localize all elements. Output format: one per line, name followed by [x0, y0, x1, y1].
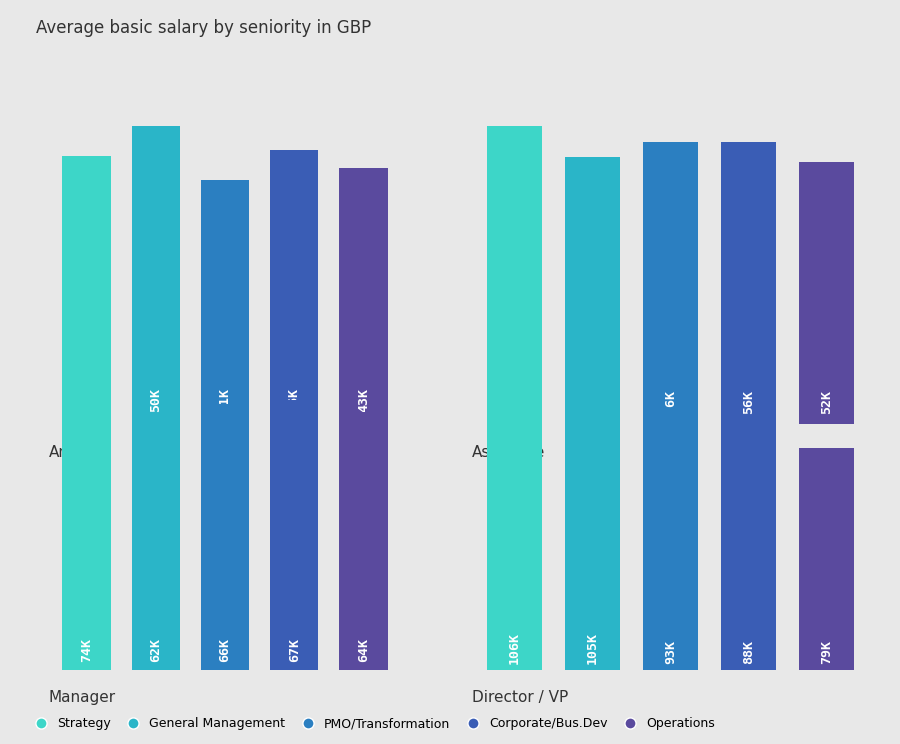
- Text: 50K: 50K: [149, 388, 162, 412]
- Bar: [565, 157, 620, 424]
- Legend: Strategy, General Management, PMO/Transformation, Corporate/Bus.Dev, Operations: Strategy, General Management, PMO/Transf…: [24, 713, 719, 734]
- Text: 41K: 41K: [219, 388, 231, 412]
- Text: 46K: 46K: [288, 388, 301, 412]
- Text: Manager: Manager: [49, 690, 116, 705]
- Text: 56K: 56K: [742, 390, 755, 414]
- Bar: [270, 400, 319, 670]
- Text: 106K: 106K: [508, 632, 521, 664]
- Bar: [644, 408, 698, 670]
- Text: 79K: 79K: [820, 640, 832, 664]
- Bar: [721, 423, 776, 670]
- Text: 105K: 105K: [586, 632, 599, 664]
- Bar: [799, 448, 853, 670]
- Text: Average basic salary by seniority in GBP: Average basic salary by seniority in GBP: [36, 19, 371, 36]
- Bar: [62, 372, 111, 670]
- Bar: [131, 126, 180, 424]
- Text: Associate: Associate: [472, 445, 545, 460]
- Bar: [131, 420, 180, 670]
- Bar: [62, 156, 111, 424]
- Bar: [799, 161, 853, 424]
- Bar: [201, 404, 249, 670]
- Text: 53K: 53K: [586, 390, 599, 414]
- Bar: [488, 126, 542, 424]
- Bar: [644, 141, 698, 424]
- Text: 64K: 64K: [357, 638, 370, 661]
- Bar: [201, 180, 249, 424]
- Text: 74K: 74K: [80, 638, 93, 661]
- Bar: [488, 372, 542, 670]
- Bar: [270, 150, 319, 424]
- Text: 52K: 52K: [820, 390, 832, 414]
- Bar: [721, 141, 776, 424]
- Text: 56K: 56K: [664, 390, 677, 414]
- Text: 88K: 88K: [742, 640, 755, 664]
- Text: Director / VP: Director / VP: [472, 690, 568, 705]
- Bar: [565, 375, 620, 670]
- Bar: [339, 168, 388, 424]
- Text: 59K: 59K: [508, 390, 521, 414]
- Text: 67K: 67K: [288, 638, 301, 661]
- Text: 93K: 93K: [664, 640, 677, 664]
- Text: 62K: 62K: [149, 638, 162, 661]
- Text: Analyst: Analyst: [49, 445, 105, 460]
- Text: 45K: 45K: [80, 388, 93, 412]
- Bar: [339, 412, 388, 670]
- Text: 43K: 43K: [357, 388, 370, 412]
- Text: 66K: 66K: [219, 638, 231, 661]
